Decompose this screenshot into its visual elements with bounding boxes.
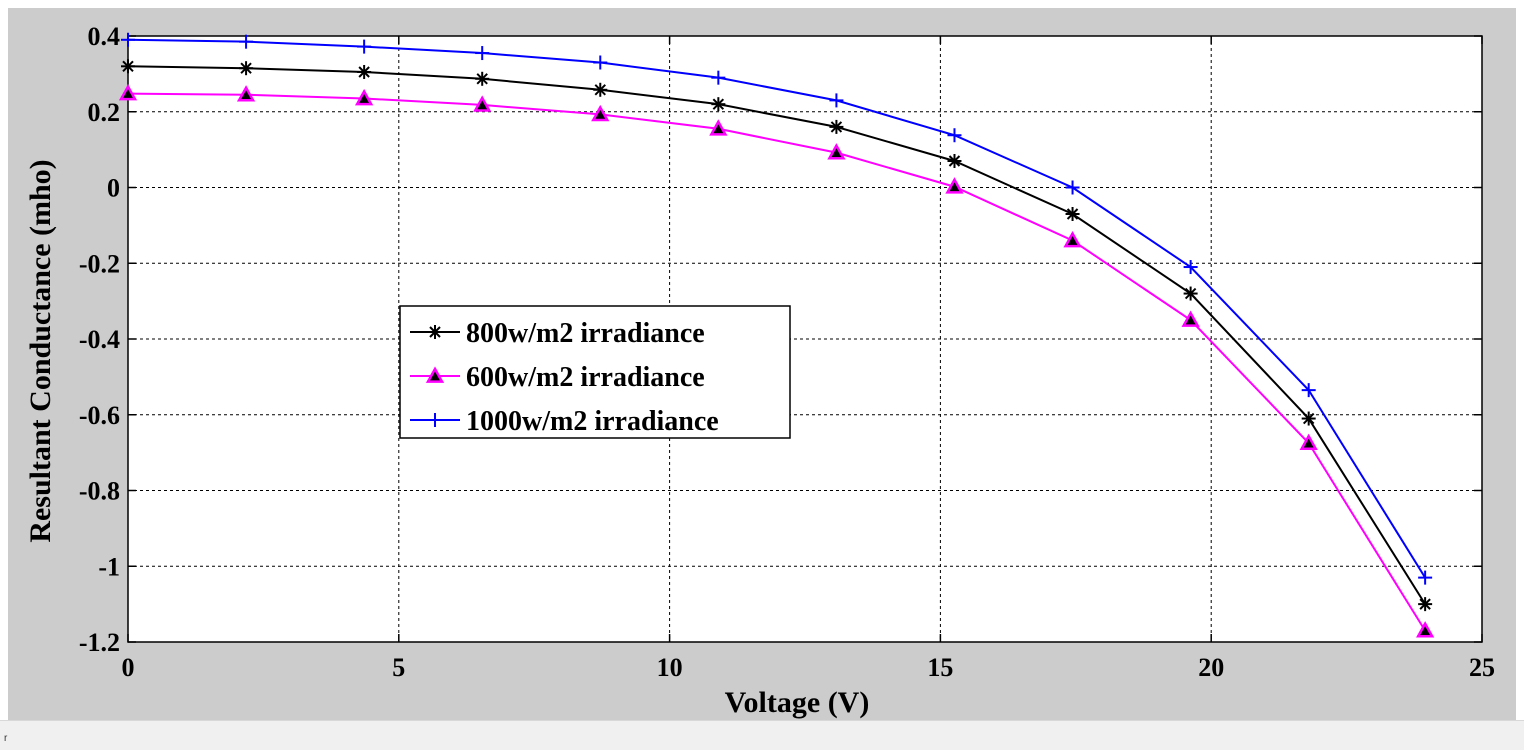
data-point-0-6 <box>829 119 844 134</box>
x-tick-label: 20 <box>1198 653 1224 682</box>
data-point-1-11 <box>1416 621 1435 638</box>
axis-ticks: 0 5 10 15 20 25 0.4 0.2 0 -0.2 -0.4 -0.6 -0.8 -1 -1.2 <box>79 22 1495 682</box>
data-point-1-5 <box>709 119 728 136</box>
legend-swatch-marker <box>428 413 442 427</box>
y-tick-label: -0.2 <box>79 249 120 278</box>
data-point-2-4 <box>593 55 608 70</box>
data-point-0-10 <box>1301 411 1316 426</box>
data-point-2-6 <box>829 93 844 108</box>
data-point-0-0 <box>121 59 135 74</box>
data-point-0-7 <box>947 153 962 168</box>
data-point-1-7 <box>945 177 964 194</box>
y-tick-label: -0.8 <box>79 477 120 506</box>
y-axis-title: Resultant Conductance (mho) <box>24 159 57 542</box>
data-point-2-11 <box>1418 570 1433 585</box>
data-point-1-6 <box>827 143 846 160</box>
data-point-0-11 <box>1418 597 1433 612</box>
data-point-2-10 <box>1301 383 1316 398</box>
series-layer <box>118 32 1435 638</box>
data-point-1-1 <box>236 85 256 102</box>
data-point-2-9 <box>1183 260 1198 275</box>
data-point-0-2 <box>357 64 372 79</box>
x-axis-title: Voltage (V) <box>725 686 870 719</box>
legend-label: 600w/m2 irradiance <box>466 362 705 393</box>
y-tick-label: -1.2 <box>79 628 120 657</box>
data-point-0-4 <box>593 82 608 97</box>
x-tick-label: 15 <box>927 653 953 682</box>
x-tick-label: 5 <box>392 653 405 682</box>
grid-lines <box>128 36 1482 642</box>
legend-box <box>399 305 791 439</box>
data-point-0-9 <box>1183 286 1198 301</box>
status-bar <box>0 720 1524 750</box>
data-point-1-3 <box>473 95 492 112</box>
data-point-0-3 <box>475 71 490 86</box>
x-tick-label: 0 <box>122 653 135 682</box>
series-2 <box>121 32 1433 585</box>
y-tick-label: -0.6 <box>79 401 120 430</box>
legend-swatch-marker <box>425 366 445 383</box>
data-point-1-4 <box>591 104 610 122</box>
legend-swatch-marker <box>428 325 442 339</box>
series-line-1 <box>127 92 1426 632</box>
data-point-2-3 <box>475 46 490 61</box>
legend-label: 800w/m2 irradiance <box>466 318 705 349</box>
legend-entry-2: 1000w/m2 irradiance <box>410 406 719 437</box>
data-point-2-5 <box>711 70 726 85</box>
y-tick-label: 0 <box>107 174 120 203</box>
data-point-1-0 <box>118 83 138 101</box>
series-1 <box>118 83 1435 638</box>
data-point-1-2 <box>355 88 374 106</box>
plot-area <box>128 36 1482 642</box>
data-point-0-1 <box>239 61 254 76</box>
data-point-1-8 <box>1063 230 1082 248</box>
data-point-1-9 <box>1181 310 1200 327</box>
y-tick-label: -0.4 <box>79 325 120 354</box>
series-line-0 <box>127 65 1426 605</box>
data-point-2-7 <box>947 128 962 143</box>
x-tick-label: 25 <box>1469 653 1495 682</box>
series-line-2 <box>127 38 1426 579</box>
legend-entry-1: 600w/m2 irradiance <box>410 362 705 393</box>
data-point-1-10 <box>1299 433 1318 451</box>
data-point-2-0 <box>121 32 135 47</box>
y-tick-label: 0.2 <box>88 98 121 127</box>
status-corner-mark: r <box>4 733 8 744</box>
series-0 <box>121 59 1433 612</box>
y-tick-label: 0.4 <box>88 22 121 51</box>
y-tick-label: -1 <box>98 552 120 581</box>
data-point-0-5 <box>711 97 726 112</box>
x-tick-label: 10 <box>657 653 683 682</box>
legend-label: 1000w/m2 irradiance <box>466 406 719 437</box>
data-point-0-8 <box>1065 207 1080 222</box>
data-point-2-2 <box>357 39 372 54</box>
data-point-2-8 <box>1065 180 1080 195</box>
legend: 800w/m2 irradiance 600w/m2 irradiance 1000… <box>399 305 791 439</box>
legend-entry-0: 800w/m2 irradiance <box>410 318 705 349</box>
data-point-2-1 <box>239 34 254 49</box>
